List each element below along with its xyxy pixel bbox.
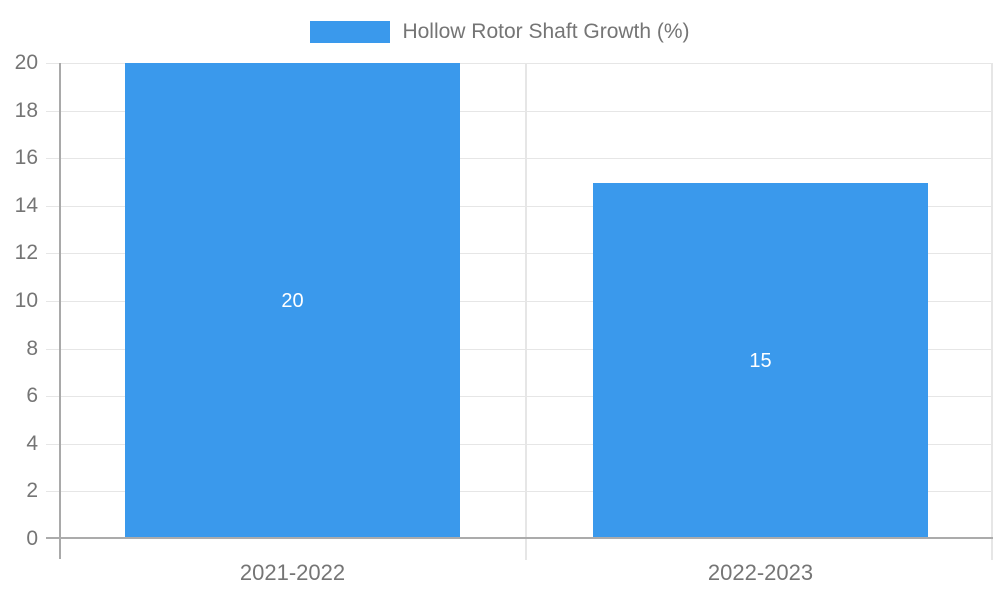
gridline-category-divider bbox=[525, 63, 527, 560]
gridline-y10 bbox=[46, 301, 993, 302]
y-tick-label: 16 bbox=[14, 146, 38, 170]
legend-item[interactable]: Hollow Rotor Shaft Growth (%) bbox=[310, 20, 690, 43]
gridline-y14 bbox=[46, 205, 993, 207]
gridline-y6 bbox=[46, 396, 993, 398]
y-tick-label: 18 bbox=[14, 98, 38, 122]
legend-label: Hollow Rotor Shaft Growth (%) bbox=[402, 20, 690, 43]
gridline-y8 bbox=[46, 348, 993, 350]
y-tick-label: 12 bbox=[14, 241, 38, 265]
y-tick-label: 0 bbox=[26, 527, 38, 550]
gridline-y4 bbox=[46, 443, 993, 445]
y-tick-label: 20 bbox=[14, 51, 38, 74]
y-tick-label: 6 bbox=[26, 384, 38, 408]
gridline-y12 bbox=[46, 253, 993, 255]
chart-legend: Hollow Rotor Shaft Growth (%) bbox=[0, 21, 1000, 43]
bar-2022-2023[interactable]: 15 bbox=[593, 183, 928, 539]
y-axis-line bbox=[59, 63, 61, 559]
x-category-label: 2022-2023 bbox=[707, 560, 814, 585]
legend-swatch-icon bbox=[310, 21, 391, 43]
gridline-right-boundary bbox=[991, 63, 993, 560]
x-axis-line bbox=[46, 537, 993, 539]
y-tick-label: 10 bbox=[14, 289, 38, 312]
plot-area: 20 15 bbox=[46, 63, 993, 560]
y-tick-label: 8 bbox=[26, 336, 38, 360]
gridline-y18 bbox=[46, 110, 993, 112]
x-category-label: 2021-2022 bbox=[239, 560, 346, 585]
bar-2021-2022[interactable]: 20 bbox=[125, 63, 460, 539]
gridline-y2 bbox=[46, 491, 993, 493]
bar-value-label: 15 bbox=[749, 349, 772, 372]
y-tick-label: 4 bbox=[26, 431, 38, 455]
y-tick-label: 2 bbox=[26, 479, 38, 503]
gridline-y16 bbox=[46, 158, 993, 160]
y-tick-label: 14 bbox=[14, 193, 38, 217]
gridline-y20 bbox=[46, 63, 993, 64]
bar-value-label: 20 bbox=[281, 289, 304, 312]
